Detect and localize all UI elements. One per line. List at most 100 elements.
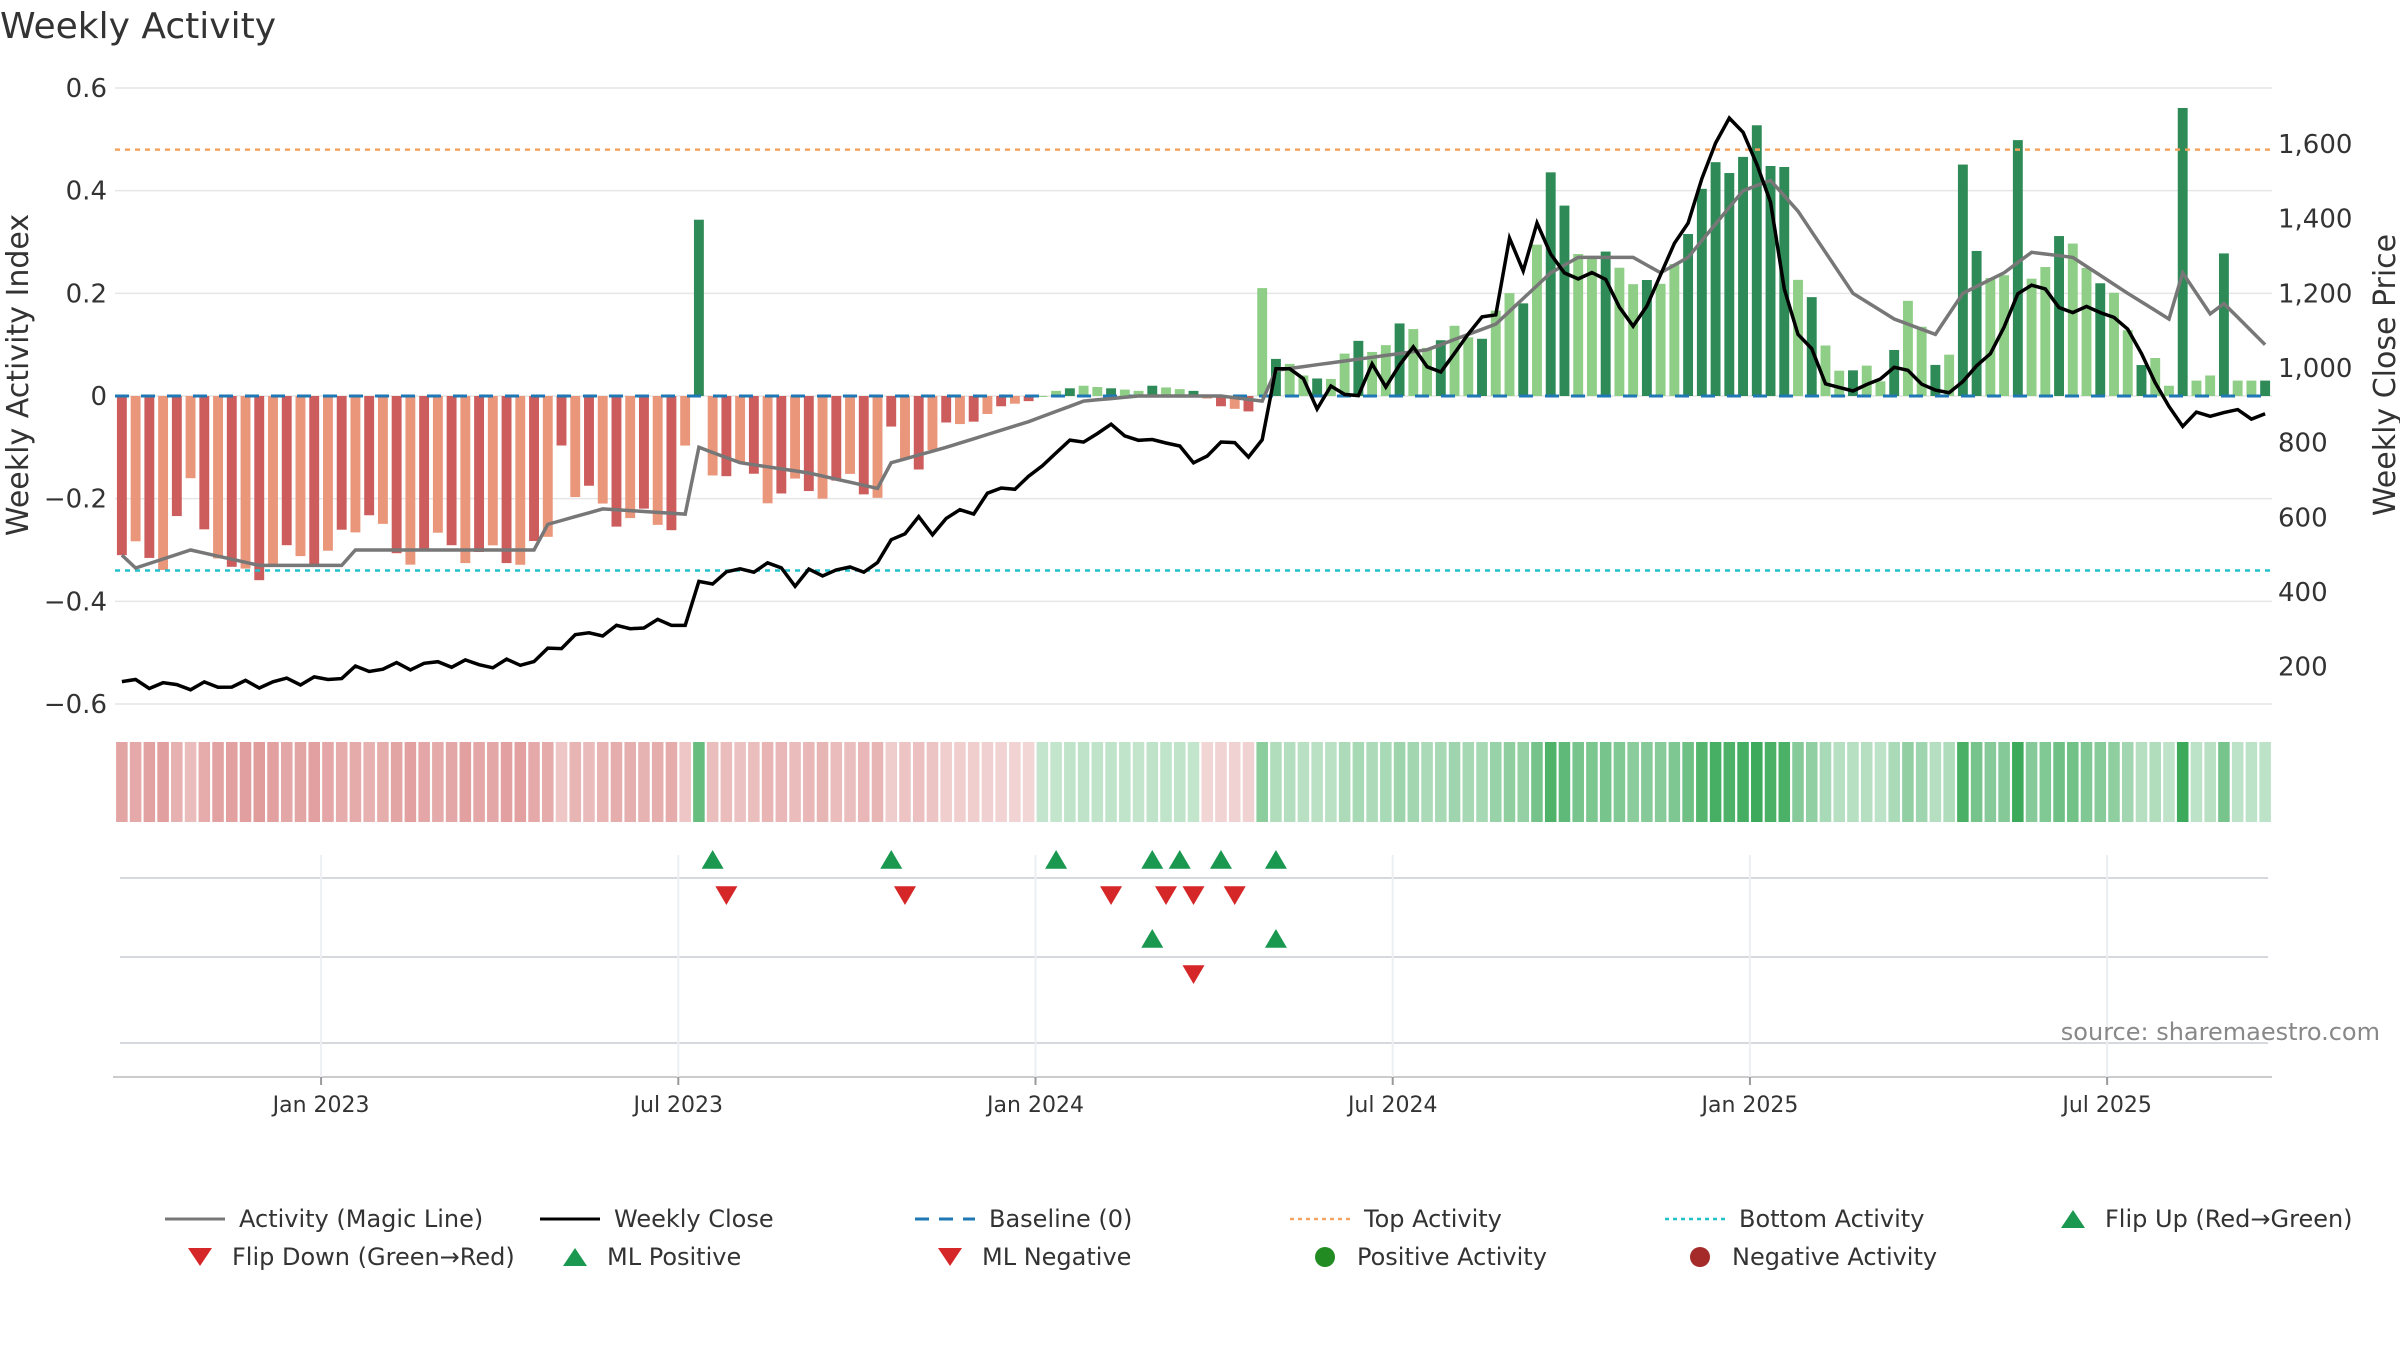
activity-bar xyxy=(1696,188,1707,396)
activity-bar xyxy=(1614,267,1625,396)
x-tick-label: Jul 2024 xyxy=(1346,1093,1438,1118)
x-tick-label: Jul 2025 xyxy=(2060,1093,2152,1118)
heat-cell xyxy=(775,742,788,822)
heat-cell xyxy=(2121,742,2134,822)
heat-cell xyxy=(1022,742,1035,822)
y2-tick-label: 800 xyxy=(2278,429,2328,459)
heat-cell xyxy=(665,742,678,822)
activity-bar xyxy=(790,396,801,479)
heat-cell xyxy=(1531,742,1543,822)
heat-cell xyxy=(2025,742,2038,822)
legend-label: ML Positive xyxy=(607,1243,742,1271)
activity-bar xyxy=(364,396,375,516)
activity-bar xyxy=(1532,244,1542,396)
ml-positive-swatch xyxy=(563,1248,587,1266)
activity-bar xyxy=(185,396,196,479)
heat-cell xyxy=(1792,742,1804,822)
heat-cell xyxy=(748,742,760,822)
heat-cell xyxy=(803,742,815,822)
heat-cell xyxy=(1751,742,1763,822)
flip-up-marker xyxy=(1264,850,1287,869)
heat-cell xyxy=(404,742,417,822)
activity-bar xyxy=(116,396,127,556)
activity-bar xyxy=(2109,292,2119,396)
activity-bar xyxy=(1078,385,1089,396)
activity-bar xyxy=(515,396,526,565)
flip-down-marker xyxy=(715,886,738,905)
heat-cell xyxy=(2067,742,2079,822)
heat-cell xyxy=(1970,742,1983,822)
activity-bar xyxy=(1999,275,2010,396)
heat-cell xyxy=(1256,742,1268,822)
activity-bar xyxy=(1586,258,1597,396)
heat-cell xyxy=(830,742,843,822)
legend-ml-negative: ML Negative xyxy=(932,1243,1131,1271)
activity-bar xyxy=(927,396,938,451)
activity-bar xyxy=(693,219,704,396)
legend-label: ML Negative xyxy=(982,1243,1132,1271)
top-activity-swatch xyxy=(1290,1217,1350,1221)
activity-bar xyxy=(886,396,897,427)
heat-cell xyxy=(1215,742,1227,822)
activity-bar xyxy=(446,396,457,546)
heat-cell xyxy=(239,742,252,822)
heat-cell xyxy=(1654,742,1667,822)
heat-cell xyxy=(157,742,169,822)
legend: Activity (Magic Line) Weekly Close Basel… xyxy=(160,1205,2400,1295)
flip-down-swatch xyxy=(188,1248,212,1266)
axes: 0.6 0.4 0.2 0 −0.2 −0.4 −0.6 1,600 1,400 1,200 1,0… xyxy=(44,74,2353,720)
heat-cell xyxy=(844,742,856,822)
heat-cell xyxy=(638,742,650,822)
activity-bar xyxy=(432,396,443,533)
heat-cell xyxy=(1421,742,1433,822)
heat-cell xyxy=(857,742,870,822)
activity-bar xyxy=(2150,357,2161,396)
activity-bar xyxy=(1339,353,1350,396)
heat-cell xyxy=(1737,742,1749,822)
activity-bar xyxy=(1435,340,1446,396)
legend-top-activity: Top Activity xyxy=(1290,1205,1502,1233)
activity-bar xyxy=(1820,345,1831,396)
heat-cell xyxy=(1778,742,1791,822)
heat-cell xyxy=(1915,742,1928,822)
activity-bar xyxy=(1463,337,1474,396)
activity-bar xyxy=(254,396,265,581)
flip-down-marker xyxy=(1223,886,1246,905)
heat-cell xyxy=(596,742,609,822)
activity-bar xyxy=(776,396,787,494)
activity-bar xyxy=(597,396,608,504)
positive-activity-swatch xyxy=(1315,1247,1335,1267)
legend-label: Bottom Activity xyxy=(1739,1205,1925,1233)
heat-cell xyxy=(322,742,334,822)
heat-cell xyxy=(1860,742,1873,822)
legend-label: Flip Up (Red→Green) xyxy=(2105,1205,2353,1233)
heat-cell xyxy=(212,742,224,822)
y2-tick-label: 1,400 xyxy=(2278,205,2352,235)
heat-cell xyxy=(1476,742,1488,822)
heat-cell xyxy=(1105,742,1117,822)
activity-bar xyxy=(295,396,306,557)
heat-cell xyxy=(1119,742,1131,822)
heat-cell xyxy=(1201,742,1214,822)
activity-bar xyxy=(171,396,182,517)
x-tick-label: Jul 2023 xyxy=(632,1093,724,1118)
flip-up-marker xyxy=(1141,850,1164,869)
magic-line xyxy=(120,178,2267,570)
heat-strip xyxy=(116,742,2271,822)
heat-cell xyxy=(280,742,293,822)
activity-bar xyxy=(1518,303,1529,396)
legend-flip-down: Flip Down (Green→Red) xyxy=(182,1243,515,1271)
heat-cell xyxy=(885,742,898,822)
activity-bar xyxy=(2260,380,2271,396)
activity-bar xyxy=(1422,347,1433,396)
flip-up-marker xyxy=(1045,850,1068,869)
heat-cell xyxy=(816,742,829,822)
y-tick-label: −0.4 xyxy=(44,587,107,617)
heat-cell xyxy=(1668,742,1681,822)
bottom-activity-swatch xyxy=(1665,1217,1725,1221)
heat-cell xyxy=(2259,742,2271,822)
heat-cell xyxy=(1283,742,1296,822)
heat-cell xyxy=(1888,742,1900,822)
weekly-close-line xyxy=(121,115,2266,692)
